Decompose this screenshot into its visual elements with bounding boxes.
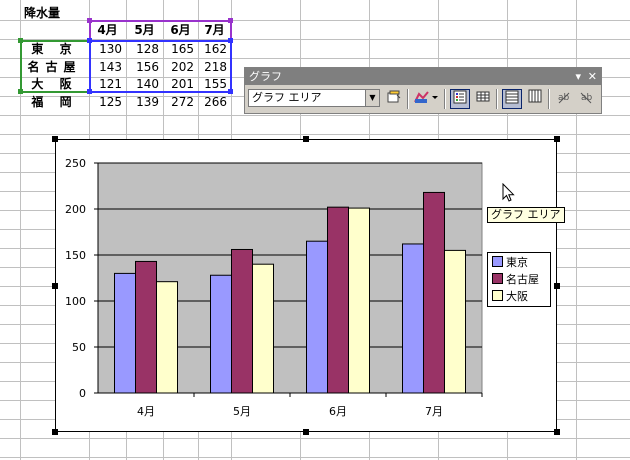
chart-type-icon[interactable] xyxy=(412,89,440,109)
sheet-title[interactable]: 降水量 xyxy=(24,6,61,20)
month-header[interactable]: 4月 xyxy=(97,23,118,37)
legend-item-nagoya[interactable]: 名古屋 xyxy=(492,272,539,288)
y-tick-label[interactable]: 150 xyxy=(65,249,86,262)
data-cell[interactable]: 156 xyxy=(136,59,159,74)
data-cell[interactable]: 155 xyxy=(204,77,227,91)
legend-swatch xyxy=(492,273,503,284)
bar[interactable] xyxy=(402,243,424,394)
bar[interactable] xyxy=(423,191,445,394)
month-header[interactable]: 5月 xyxy=(134,23,155,37)
data-table-icon[interactable] xyxy=(473,89,493,109)
legend-swatch xyxy=(492,290,503,301)
angle-down-icon[interactable]: ab xyxy=(554,89,574,109)
toolbar-title: グラフ xyxy=(249,70,282,83)
chart-object-value: グラフ エリア xyxy=(252,91,322,104)
data-cell[interactable]: 202 xyxy=(171,59,194,74)
y-tick-label[interactable]: 250 xyxy=(65,157,86,170)
data-cell[interactable]: 128 xyxy=(136,42,159,56)
data-cell[interactable]: 218 xyxy=(204,59,227,74)
bar[interactable] xyxy=(444,249,466,394)
data-cell[interactable]: 201 xyxy=(171,77,194,91)
format-icon[interactable] xyxy=(384,89,404,109)
data-cell[interactable]: 143 xyxy=(99,59,122,74)
toolbar-options-icon[interactable]: ▾ xyxy=(575,70,581,83)
data-cell[interactable]: 140 xyxy=(136,77,159,91)
bar[interactable] xyxy=(114,272,136,394)
by-row-icon[interactable] xyxy=(502,89,522,109)
chart-object-select[interactable]: グラフ エリア ▼ xyxy=(248,89,380,107)
x-tick-label[interactable]: 6月 xyxy=(329,405,347,418)
svg-text:ab: ab xyxy=(581,93,593,103)
legend-label: 名古屋 xyxy=(506,273,539,286)
legend-label: 東京 xyxy=(506,256,528,269)
data-cell[interactable]: 121 xyxy=(99,77,122,91)
chevron-down-icon[interactable]: ▼ xyxy=(365,90,379,106)
x-tick-label[interactable]: 5月 xyxy=(233,405,251,418)
data-cell[interactable]: 162 xyxy=(204,42,227,56)
month-header[interactable]: 7月 xyxy=(204,23,225,37)
chart-legend[interactable]: 東京 名古屋 大阪 xyxy=(487,252,551,307)
legend-icon[interactable] xyxy=(450,89,470,109)
chart-toolbar[interactable]: グラフ ▾ ✕ グラフ エリア ▼ ab xyxy=(244,67,602,114)
bar[interactable] xyxy=(252,263,274,394)
y-tick-label[interactable]: 0 xyxy=(79,387,86,400)
bar[interactable] xyxy=(210,274,232,394)
bar[interactable] xyxy=(231,248,253,394)
city-header[interactable]: 東 京 xyxy=(31,42,78,56)
y-tick-label[interactable]: 200 xyxy=(65,203,86,216)
y-tick-label[interactable]: 100 xyxy=(65,295,86,308)
toolbar-titlebar[interactable]: グラフ ▾ ✕ xyxy=(245,68,601,85)
x-tick-label[interactable]: 4月 xyxy=(137,405,155,418)
mouse-pointer-icon xyxy=(502,183,515,202)
data-cell[interactable]: 165 xyxy=(171,42,194,56)
bar[interactable] xyxy=(327,206,349,394)
bar[interactable] xyxy=(348,207,370,394)
city-header[interactable]: 福 岡 xyxy=(31,94,78,109)
legend-swatch xyxy=(492,256,503,267)
data-cell[interactable]: 272 xyxy=(171,94,194,109)
bar[interactable] xyxy=(306,240,328,394)
data-cell[interactable]: 139 xyxy=(136,94,159,109)
legend-label: 大阪 xyxy=(506,290,528,303)
by-column-icon[interactable] xyxy=(525,89,545,109)
bar[interactable] xyxy=(156,281,178,394)
close-icon[interactable]: ✕ xyxy=(587,70,597,83)
chart-tooltip: グラフ エリア xyxy=(487,207,565,223)
city-header[interactable]: 名古屋 xyxy=(27,59,82,74)
city-header[interactable]: 大 阪 xyxy=(31,77,78,91)
data-cell[interactable]: 130 xyxy=(99,42,122,56)
bar[interactable] xyxy=(135,260,157,394)
angle-up-icon[interactable]: ab xyxy=(576,89,596,109)
data-cell[interactable]: 125 xyxy=(99,94,122,109)
y-tick-label[interactable]: 50 xyxy=(72,341,86,354)
legend-item-osaka[interactable]: 大阪 xyxy=(492,289,528,305)
legend-item-tokyo[interactable]: 東京 xyxy=(492,255,528,271)
x-tick-label[interactable]: 7月 xyxy=(425,405,443,418)
data-cell[interactable]: 266 xyxy=(204,94,227,109)
month-header[interactable]: 6月 xyxy=(170,23,191,37)
